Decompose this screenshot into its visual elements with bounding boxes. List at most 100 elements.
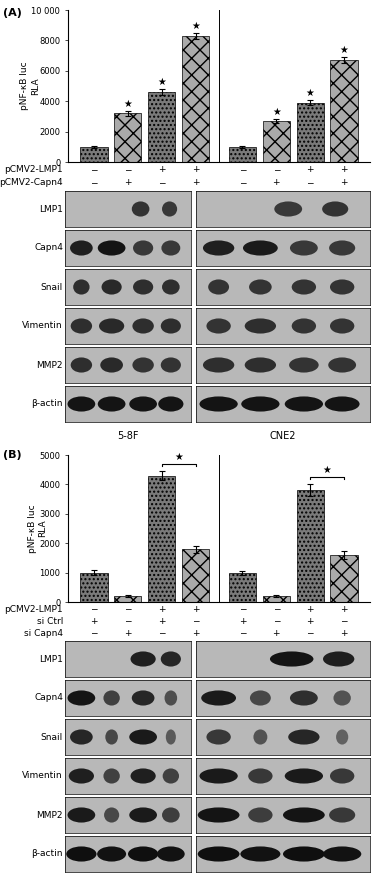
Bar — [297, 491, 324, 602]
Text: Capn4: Capn4 — [34, 694, 63, 703]
Text: +: + — [192, 165, 199, 174]
Ellipse shape — [73, 279, 90, 294]
Text: −: − — [239, 165, 246, 174]
Ellipse shape — [199, 397, 238, 412]
Ellipse shape — [248, 768, 273, 783]
Text: +: + — [273, 178, 280, 187]
Text: MMP2: MMP2 — [37, 361, 63, 370]
Ellipse shape — [199, 768, 238, 783]
Ellipse shape — [129, 397, 157, 412]
Ellipse shape — [203, 240, 234, 256]
Ellipse shape — [132, 357, 154, 372]
Text: −: − — [192, 617, 199, 625]
Text: ★: ★ — [306, 88, 314, 98]
Bar — [263, 597, 290, 602]
Ellipse shape — [99, 319, 124, 334]
Ellipse shape — [97, 846, 126, 862]
Ellipse shape — [132, 201, 149, 216]
Ellipse shape — [250, 690, 271, 705]
Bar — [229, 147, 256, 162]
Text: +: + — [192, 604, 199, 613]
Ellipse shape — [241, 397, 279, 412]
Text: −: − — [158, 628, 166, 638]
Ellipse shape — [98, 397, 126, 412]
Ellipse shape — [290, 690, 318, 705]
Text: −: − — [239, 178, 246, 187]
Ellipse shape — [330, 768, 354, 783]
Ellipse shape — [129, 808, 157, 823]
Ellipse shape — [70, 357, 92, 372]
Ellipse shape — [285, 768, 323, 783]
Ellipse shape — [290, 240, 318, 256]
Text: β-actin: β-actin — [32, 399, 63, 408]
Text: si Capn4: si Capn4 — [24, 628, 63, 638]
Ellipse shape — [66, 846, 97, 862]
Text: −: − — [273, 165, 280, 174]
Text: +: + — [192, 628, 199, 638]
Text: +: + — [239, 617, 246, 625]
Ellipse shape — [164, 690, 177, 705]
Ellipse shape — [130, 768, 156, 783]
Ellipse shape — [162, 279, 180, 294]
Text: −: − — [273, 617, 280, 625]
Ellipse shape — [274, 201, 302, 216]
Ellipse shape — [133, 240, 153, 256]
Text: pCMV2-LMP1: pCMV2-LMP1 — [5, 604, 63, 613]
Text: +: + — [307, 165, 314, 174]
Bar — [182, 36, 209, 162]
Ellipse shape — [292, 319, 316, 334]
Ellipse shape — [130, 652, 156, 667]
Ellipse shape — [270, 652, 313, 667]
Text: −: − — [90, 628, 98, 638]
Ellipse shape — [323, 652, 354, 667]
Text: ★: ★ — [191, 21, 200, 31]
Text: −: − — [340, 617, 348, 625]
Ellipse shape — [245, 357, 276, 372]
Ellipse shape — [103, 768, 120, 783]
Ellipse shape — [283, 808, 325, 823]
Text: +: + — [158, 617, 166, 625]
Bar — [182, 549, 209, 602]
Ellipse shape — [248, 808, 273, 823]
Ellipse shape — [288, 730, 320, 745]
Ellipse shape — [132, 319, 154, 334]
Ellipse shape — [158, 397, 184, 412]
Text: −: − — [124, 165, 132, 174]
Ellipse shape — [198, 846, 239, 862]
Text: ★: ★ — [340, 46, 348, 55]
Ellipse shape — [330, 279, 354, 294]
Text: +: + — [158, 165, 166, 174]
Ellipse shape — [207, 730, 231, 745]
Ellipse shape — [103, 690, 120, 705]
Ellipse shape — [157, 846, 185, 862]
Bar — [114, 597, 141, 602]
Ellipse shape — [203, 357, 234, 372]
Ellipse shape — [329, 808, 355, 823]
Ellipse shape — [292, 279, 316, 294]
Ellipse shape — [334, 690, 351, 705]
Text: −: − — [90, 178, 98, 187]
Text: −: − — [307, 628, 314, 638]
Text: ★: ★ — [124, 99, 132, 110]
Text: +: + — [340, 178, 348, 187]
Ellipse shape — [289, 357, 319, 372]
Y-axis label: pNF-κB luc
RLA: pNF-κB luc RLA — [28, 505, 48, 553]
Bar — [81, 573, 107, 602]
Text: −: − — [307, 178, 314, 187]
Text: (B): (B) — [3, 450, 21, 460]
Text: ★: ★ — [174, 452, 183, 462]
Text: LMP1: LMP1 — [39, 204, 63, 214]
Text: −: − — [273, 604, 280, 613]
Text: −: − — [90, 604, 98, 613]
Ellipse shape — [161, 357, 181, 372]
Ellipse shape — [98, 240, 126, 256]
Text: −: − — [124, 617, 132, 625]
Text: +: + — [90, 617, 98, 625]
Text: LMP1: LMP1 — [39, 654, 63, 663]
Text: −: − — [239, 604, 246, 613]
Text: −: − — [239, 628, 246, 638]
Text: MMP2: MMP2 — [37, 810, 63, 820]
Ellipse shape — [323, 846, 361, 862]
Bar — [297, 102, 324, 162]
Text: ★: ★ — [323, 465, 331, 475]
